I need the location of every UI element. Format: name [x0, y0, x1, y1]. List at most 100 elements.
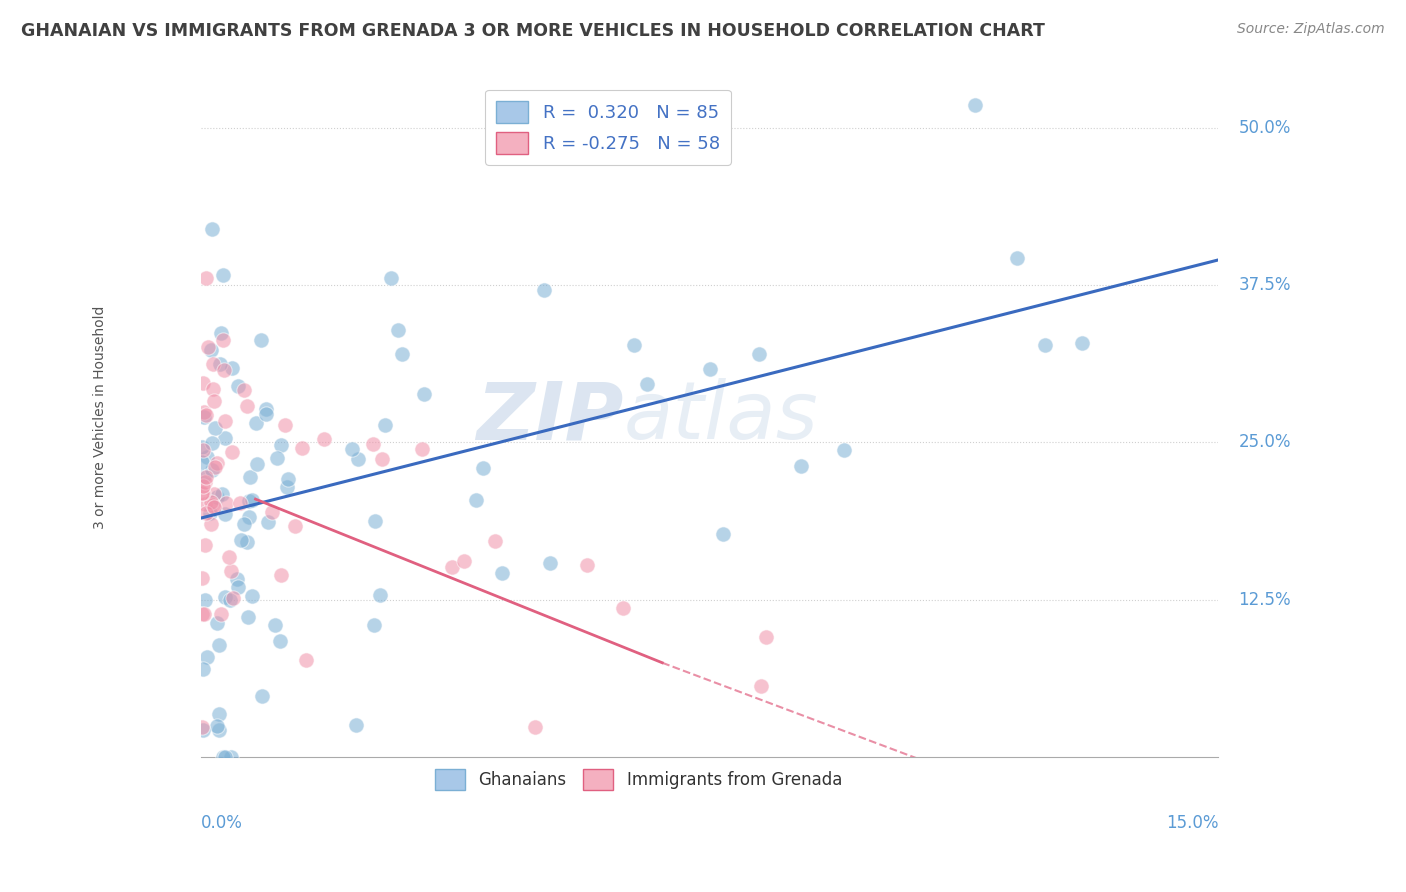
Point — [204, 459, 226, 474]
Point — [361, 437, 384, 451]
Point — [226, 379, 249, 393]
Point — [269, 633, 291, 648]
Point — [239, 470, 262, 484]
Point — [575, 558, 598, 572]
Point — [205, 456, 228, 470]
Point — [291, 442, 314, 456]
Point — [748, 346, 770, 360]
Point — [214, 414, 236, 428]
Point — [471, 461, 494, 475]
Point — [538, 556, 561, 570]
Point — [200, 507, 222, 521]
Point — [191, 440, 214, 454]
Point — [411, 442, 433, 457]
Point — [236, 609, 259, 624]
Point — [225, 572, 247, 586]
Point — [277, 472, 299, 486]
Point — [295, 653, 318, 667]
Point — [191, 486, 214, 500]
Point — [1033, 338, 1056, 352]
Point — [193, 468, 215, 483]
Point — [201, 358, 224, 372]
Point — [1071, 335, 1094, 350]
Point — [226, 580, 249, 594]
Point — [790, 459, 813, 474]
Point — [212, 268, 235, 283]
Point — [191, 376, 214, 390]
Text: 15.0%: 15.0% — [1166, 814, 1218, 832]
Point — [208, 706, 231, 721]
Point — [195, 271, 218, 285]
Point — [245, 416, 267, 430]
Point — [363, 514, 385, 528]
Point — [391, 347, 413, 361]
Point — [340, 442, 363, 457]
Point — [204, 421, 226, 435]
Point — [202, 382, 225, 396]
Point — [195, 450, 218, 464]
Point — [233, 516, 256, 531]
Point — [524, 720, 547, 734]
Point — [240, 589, 263, 603]
Point — [191, 720, 214, 734]
Point — [266, 451, 288, 466]
Point — [195, 470, 218, 484]
Point — [191, 455, 214, 469]
Point — [202, 498, 225, 512]
Point — [197, 340, 219, 354]
Point — [533, 283, 555, 297]
Text: GHANAIAN VS IMMIGRANTS FROM GRENADA 3 OR MORE VEHICLES IN HOUSEHOLD CORRELATION : GHANAIAN VS IMMIGRANTS FROM GRENADA 3 OR… — [21, 22, 1045, 40]
Point — [214, 507, 236, 521]
Point — [207, 719, 229, 733]
Point — [191, 607, 214, 622]
Point — [201, 221, 224, 235]
Point — [214, 590, 236, 604]
Point — [636, 377, 658, 392]
Point — [491, 566, 513, 580]
Point — [209, 326, 232, 340]
Point — [1005, 251, 1028, 265]
Point — [711, 526, 734, 541]
Point — [832, 442, 855, 457]
Point — [191, 662, 214, 676]
Point — [194, 408, 217, 422]
Point — [209, 607, 232, 621]
Point — [219, 593, 242, 607]
Point — [238, 494, 260, 508]
Point — [214, 496, 236, 510]
Point — [214, 431, 236, 445]
Point — [200, 495, 222, 509]
Text: 12.5%: 12.5% — [1239, 591, 1291, 609]
Point — [229, 533, 252, 547]
Point — [211, 487, 233, 501]
Point — [201, 436, 224, 450]
Point — [260, 505, 283, 519]
Point — [374, 417, 396, 432]
Point — [191, 571, 214, 585]
Point — [623, 338, 645, 352]
Point — [413, 387, 436, 401]
Point — [219, 750, 242, 764]
Point — [193, 405, 215, 419]
Point — [380, 271, 402, 285]
Point — [246, 458, 269, 472]
Point — [312, 433, 335, 447]
Point — [214, 363, 236, 377]
Point — [699, 362, 721, 376]
Point — [387, 323, 409, 337]
Point — [236, 400, 259, 414]
Point — [212, 750, 235, 764]
Point — [347, 452, 370, 467]
Point — [193, 607, 215, 621]
Point — [263, 618, 285, 632]
Text: 37.5%: 37.5% — [1239, 277, 1291, 294]
Point — [250, 689, 273, 703]
Point — [254, 402, 277, 417]
Point — [228, 496, 250, 510]
Point — [612, 601, 634, 615]
Text: Source: ZipAtlas.com: Source: ZipAtlas.com — [1237, 22, 1385, 37]
Text: ZIP: ZIP — [475, 378, 623, 457]
Point — [200, 343, 222, 358]
Text: 0.0%: 0.0% — [201, 814, 243, 832]
Point — [276, 480, 298, 494]
